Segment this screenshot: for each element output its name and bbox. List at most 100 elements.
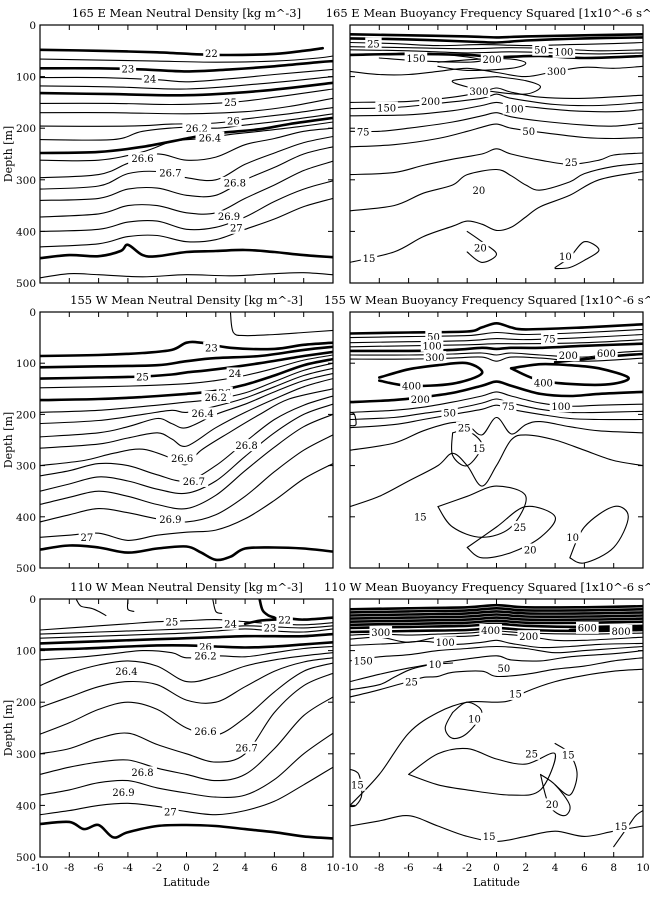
x-tick-label: -2 <box>462 862 472 874</box>
contour-line <box>350 416 643 451</box>
contour-label-text: 100 <box>551 402 570 413</box>
plot-frame <box>349 598 644 858</box>
contour-line <box>350 333 643 344</box>
contour-label: 26.9 <box>214 210 244 223</box>
contour-label: 26.6 <box>167 452 197 465</box>
contour-line <box>40 97 333 115</box>
contour-label: 26.4 <box>188 407 218 420</box>
x-tick-label: 10 <box>326 862 339 874</box>
contour-label: 15 <box>507 687 524 701</box>
y-tick-label: 100 <box>16 646 36 658</box>
contour-label: 200 <box>517 630 541 643</box>
contour-label-text: 400 <box>534 378 553 389</box>
x-tick-label: 2 <box>522 862 529 874</box>
contour-line <box>40 662 333 737</box>
contour-line <box>350 33 643 39</box>
contour-label: 20 <box>470 184 488 197</box>
contour-line <box>126 599 135 612</box>
panel-1: 165 E Mean Neutral Density [kg m^-3] 22 23… <box>2 6 334 290</box>
contour-line <box>40 340 333 358</box>
contour-label: 100 <box>433 636 457 649</box>
contour-label-text: 24 <box>224 620 237 631</box>
x-tick-label: -10 <box>342 862 359 874</box>
contour-label-text: 20 <box>473 186 486 197</box>
contour-label: 25 <box>523 747 540 761</box>
contour-label: 25 <box>403 675 420 688</box>
contour-label: 26.4 <box>195 131 225 144</box>
contour-label-text: 25 <box>525 750 538 761</box>
x-tick-label: -4 <box>123 862 134 874</box>
contour-line <box>40 146 333 201</box>
contour-label-text: 10 <box>566 533 579 544</box>
contour-label: 50 <box>495 662 513 675</box>
contour-label: 75 <box>541 332 558 345</box>
contour-label-text: 23 <box>264 624 277 635</box>
y-tick-label: 500 <box>16 278 36 290</box>
contour-label-text: 25 <box>165 618 178 629</box>
contour-label: 20 <box>521 543 539 556</box>
contour-label-text: 24 <box>144 74 157 85</box>
contour-label: 10 <box>466 712 483 726</box>
contour-line <box>40 766 333 816</box>
contour-label: 24 <box>222 617 239 631</box>
contour-label: 400 <box>400 379 423 393</box>
x-tick-label: 8 <box>610 862 617 874</box>
contour-label: 10 <box>564 531 581 544</box>
contour-line <box>76 599 107 617</box>
contour-label: 300 <box>467 85 491 98</box>
contour-label-text: 100 <box>436 638 455 649</box>
contour-label-text: 27 <box>81 533 94 544</box>
contour-label-text: 23 <box>205 344 218 355</box>
contour-label: 10 <box>557 250 574 263</box>
contour-label-text: 26.4 <box>115 667 137 678</box>
contour-label: 800 <box>609 624 633 638</box>
contour-label: 26 <box>197 640 214 653</box>
contour-line <box>350 610 643 617</box>
contour-label-text: 15 <box>562 751 575 762</box>
contour-label-text: 26.2 <box>194 652 216 663</box>
contour-label: 26.9 <box>155 513 185 526</box>
contour-line <box>350 411 357 427</box>
contour-label-text: 25 <box>565 158 578 169</box>
contour-label-text: 400 <box>481 626 500 637</box>
contour-line <box>350 391 643 413</box>
contour-label: 50 <box>520 125 537 138</box>
contour-label-text: 10 <box>429 660 442 671</box>
contour-label: 26.9 <box>109 785 138 799</box>
y-tick-label: 100 <box>16 358 36 370</box>
contour-label-text: 27 <box>230 224 243 235</box>
contour-label-text: 10 <box>559 252 572 263</box>
contour-line <box>40 645 333 661</box>
contour-line <box>40 641 333 651</box>
contour-label: 15 <box>480 830 498 843</box>
contour-label-text: 15 <box>615 822 628 833</box>
contour-line <box>350 123 643 148</box>
contour-line <box>350 162 643 212</box>
contour-label: 25 <box>511 521 529 534</box>
y-tick-label: 300 <box>16 461 36 473</box>
contour-line <box>350 65 643 78</box>
x-tick-label: 8 <box>300 862 307 874</box>
contour-line <box>40 350 333 380</box>
y-tick-label: 0 <box>29 20 36 32</box>
contour-label: 15 <box>412 510 429 524</box>
panel-title: 110 W Mean Neutral Density [kg m^-3] <box>70 580 303 594</box>
contour-label-text: 26.8 <box>224 179 246 190</box>
contour-line <box>350 645 643 662</box>
contour-label-text: 26.7 <box>235 743 257 754</box>
contour-label-text: 15 <box>473 444 486 455</box>
contour-label: 26.6 <box>128 152 157 165</box>
x-tick-label: -6 <box>93 862 104 874</box>
contour-line <box>40 652 333 687</box>
contour-line <box>350 398 643 421</box>
contour-label-text: 50 <box>522 127 535 138</box>
y-tick-label: 400 <box>16 800 36 812</box>
contour-label-text: 26 <box>199 642 212 653</box>
contour-label-text: 22 <box>205 49 218 60</box>
contour-line <box>40 197 333 248</box>
contour-line <box>40 354 333 389</box>
contour-line <box>40 88 333 106</box>
y-tick-label: 200 <box>16 123 36 135</box>
contour-label-text: 200 <box>559 351 578 362</box>
